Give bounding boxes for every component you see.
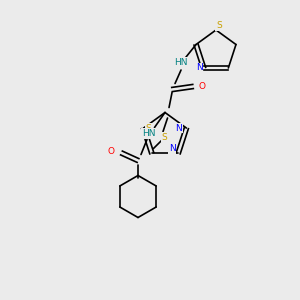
Text: N: N [196,64,202,73]
Text: O: O [199,82,206,91]
Text: N: N [169,144,175,153]
Text: S: S [216,21,222,30]
Text: HN: HN [174,58,188,67]
Text: N: N [176,124,182,133]
Text: O: O [107,147,115,156]
Text: S: S [162,133,167,142]
Text: HN: HN [142,129,155,138]
Text: S: S [145,124,151,133]
